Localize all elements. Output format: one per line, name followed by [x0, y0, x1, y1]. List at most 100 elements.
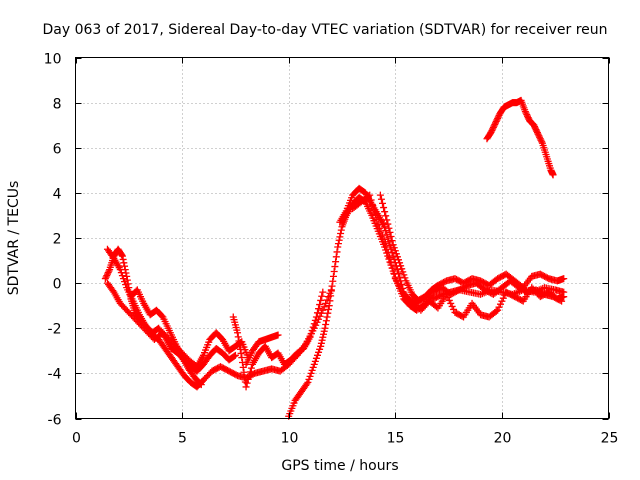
- data-point: [326, 297, 334, 305]
- data-point: [377, 228, 385, 236]
- data-point: [323, 313, 331, 321]
- data-point: [310, 360, 318, 368]
- data-point: [386, 228, 394, 236]
- data-point: [494, 114, 502, 122]
- data-point: [317, 342, 325, 350]
- data-point: [119, 255, 127, 263]
- data-point: [303, 380, 311, 388]
- data-point: [379, 232, 387, 240]
- data-point: [119, 275, 127, 283]
- data-point: [496, 300, 504, 308]
- data-point: [384, 234, 392, 242]
- data-point: [495, 303, 503, 311]
- data-point: [309, 323, 317, 331]
- data-point: [121, 262, 129, 270]
- data-point: [311, 316, 319, 324]
- data-point: [447, 299, 455, 307]
- data-point: [391, 247, 399, 255]
- data-point: [242, 383, 250, 391]
- data-point: [101, 275, 109, 283]
- data-point: [324, 309, 332, 317]
- data-point: [494, 113, 502, 121]
- data-point: [334, 243, 342, 251]
- data-point: [364, 192, 372, 200]
- data-point: [381, 208, 389, 216]
- data-point: [327, 292, 335, 300]
- data-point: [385, 238, 393, 246]
- x-tick-label: 25: [601, 431, 619, 447]
- data-point: [317, 296, 325, 304]
- data-point: [398, 265, 406, 273]
- data-point: [235, 337, 243, 345]
- data-point: [318, 292, 326, 300]
- x-tick-label: 15: [387, 431, 405, 447]
- data-point: [382, 212, 390, 220]
- y-axis-label: SDTVAR / TECUs: [6, 181, 22, 296]
- data-point: [389, 241, 397, 249]
- data-point: [397, 262, 405, 270]
- data-point: [494, 306, 502, 314]
- data-point: [560, 293, 568, 301]
- data-point: [444, 293, 452, 301]
- series-arc-4: [127, 286, 205, 389]
- data-point: [392, 250, 400, 258]
- data-point: [325, 302, 333, 310]
- data-point: [105, 267, 113, 275]
- x-tick-label: 10: [281, 431, 299, 447]
- data-point: [383, 243, 391, 251]
- data-point: [379, 199, 387, 207]
- data-point: [241, 373, 249, 381]
- series-arc-9: [349, 191, 568, 321]
- data-point: [304, 378, 312, 386]
- data-point: [374, 220, 382, 228]
- data-point: [489, 125, 497, 133]
- y-tick-label: -6: [48, 413, 62, 429]
- data-point: [118, 252, 126, 260]
- data-point: [387, 259, 395, 267]
- data-point: [197, 381, 205, 389]
- y-tick-label: 4: [53, 187, 62, 203]
- data-point: [369, 201, 377, 209]
- data-point: [313, 309, 321, 317]
- data-point: [322, 299, 330, 307]
- data-point: [335, 236, 343, 244]
- data-point: [319, 288, 327, 296]
- data-point: [319, 306, 327, 314]
- data-point: [384, 248, 392, 256]
- data-point: [317, 339, 325, 347]
- data-point: [308, 327, 316, 335]
- data-point: [312, 354, 320, 362]
- data-point: [307, 369, 315, 377]
- data-point: [337, 226, 345, 234]
- data-point: [534, 130, 542, 138]
- data-point: [533, 127, 541, 135]
- x-tick-label: 20: [494, 431, 512, 447]
- data-point: [487, 128, 495, 136]
- data-point: [387, 232, 395, 240]
- data-point: [373, 216, 381, 224]
- data-point: [390, 269, 398, 277]
- data-point: [320, 303, 328, 311]
- data-point: [524, 114, 532, 122]
- data-point: [522, 109, 530, 117]
- data-point: [536, 133, 544, 141]
- data-point: [367, 196, 375, 204]
- data-point: [274, 331, 282, 339]
- data-point: [521, 108, 529, 116]
- data-point: [329, 272, 337, 280]
- data-point: [118, 251, 126, 259]
- data-point: [104, 269, 112, 277]
- data-point: [445, 296, 453, 304]
- y-tick-label: -4: [48, 367, 62, 383]
- series-arc-5: [229, 288, 327, 391]
- y-tick-label: -2: [48, 322, 62, 338]
- data-point: [116, 266, 124, 274]
- data-point: [385, 224, 393, 232]
- data-point: [492, 307, 500, 315]
- data-point: [371, 211, 379, 219]
- series-arc-3: [103, 279, 252, 371]
- data-point: [238, 354, 246, 362]
- data-point: [311, 357, 319, 365]
- data-point: [396, 259, 404, 267]
- data-point: [122, 281, 130, 289]
